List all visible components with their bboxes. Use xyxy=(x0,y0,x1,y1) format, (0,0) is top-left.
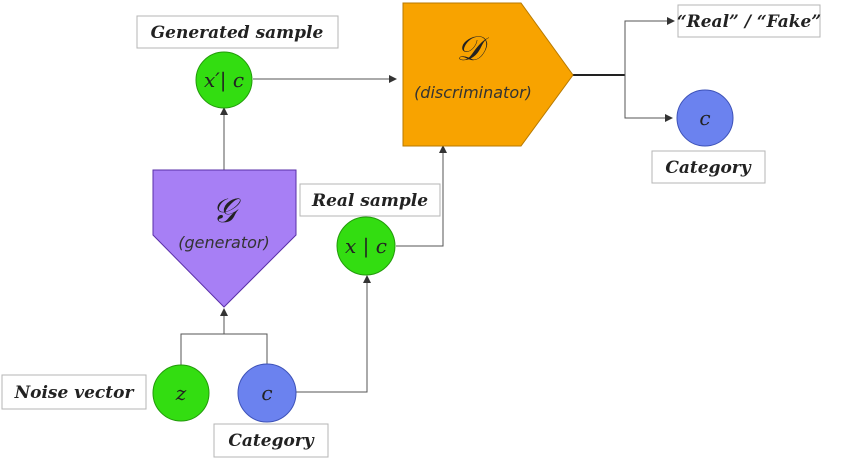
real-node xyxy=(336,216,396,276)
generated-node xyxy=(195,51,253,109)
arrow-to-real-fake xyxy=(624,17,675,75)
merge-noise-category xyxy=(180,333,268,365)
arrow-category-to-real xyxy=(296,275,371,393)
connectors xyxy=(180,17,675,393)
category-input-node xyxy=(237,363,297,423)
generator-symbol: 𝒢 xyxy=(212,191,241,231)
arrow-real-to-discriminator xyxy=(396,145,447,247)
generator-block xyxy=(152,169,297,308)
generated-sample-box xyxy=(136,15,339,49)
category-bottom-label: Category xyxy=(228,431,314,451)
discriminator-name: (discriminator) xyxy=(414,83,532,102)
real-fake-box xyxy=(677,4,821,38)
category-right-box xyxy=(651,150,766,184)
category-bottom-box xyxy=(213,423,329,458)
category-output-node xyxy=(676,89,734,147)
generated-node-label: x′| c xyxy=(204,68,244,93)
noise-vector-box xyxy=(1,374,147,410)
noise-node-label: z xyxy=(175,381,187,405)
real-sample-box xyxy=(299,183,441,217)
real-fake-label: “Real” / “Fake” xyxy=(677,12,821,32)
real-node-label: x | c xyxy=(345,234,387,259)
discriminator-block xyxy=(402,2,574,147)
arrow-to-category-out xyxy=(624,75,673,122)
generated-sample-label: Generated sample xyxy=(151,23,324,43)
noise-node xyxy=(152,364,210,422)
category-input-node-label: c xyxy=(261,381,272,405)
noise-vector-label: Noise vector xyxy=(14,383,135,403)
category-output-node-label: c xyxy=(699,106,710,130)
generator-name: (generator) xyxy=(178,233,270,252)
real-sample-label: Real sample xyxy=(311,191,428,211)
category-right-label: Category xyxy=(665,158,751,178)
